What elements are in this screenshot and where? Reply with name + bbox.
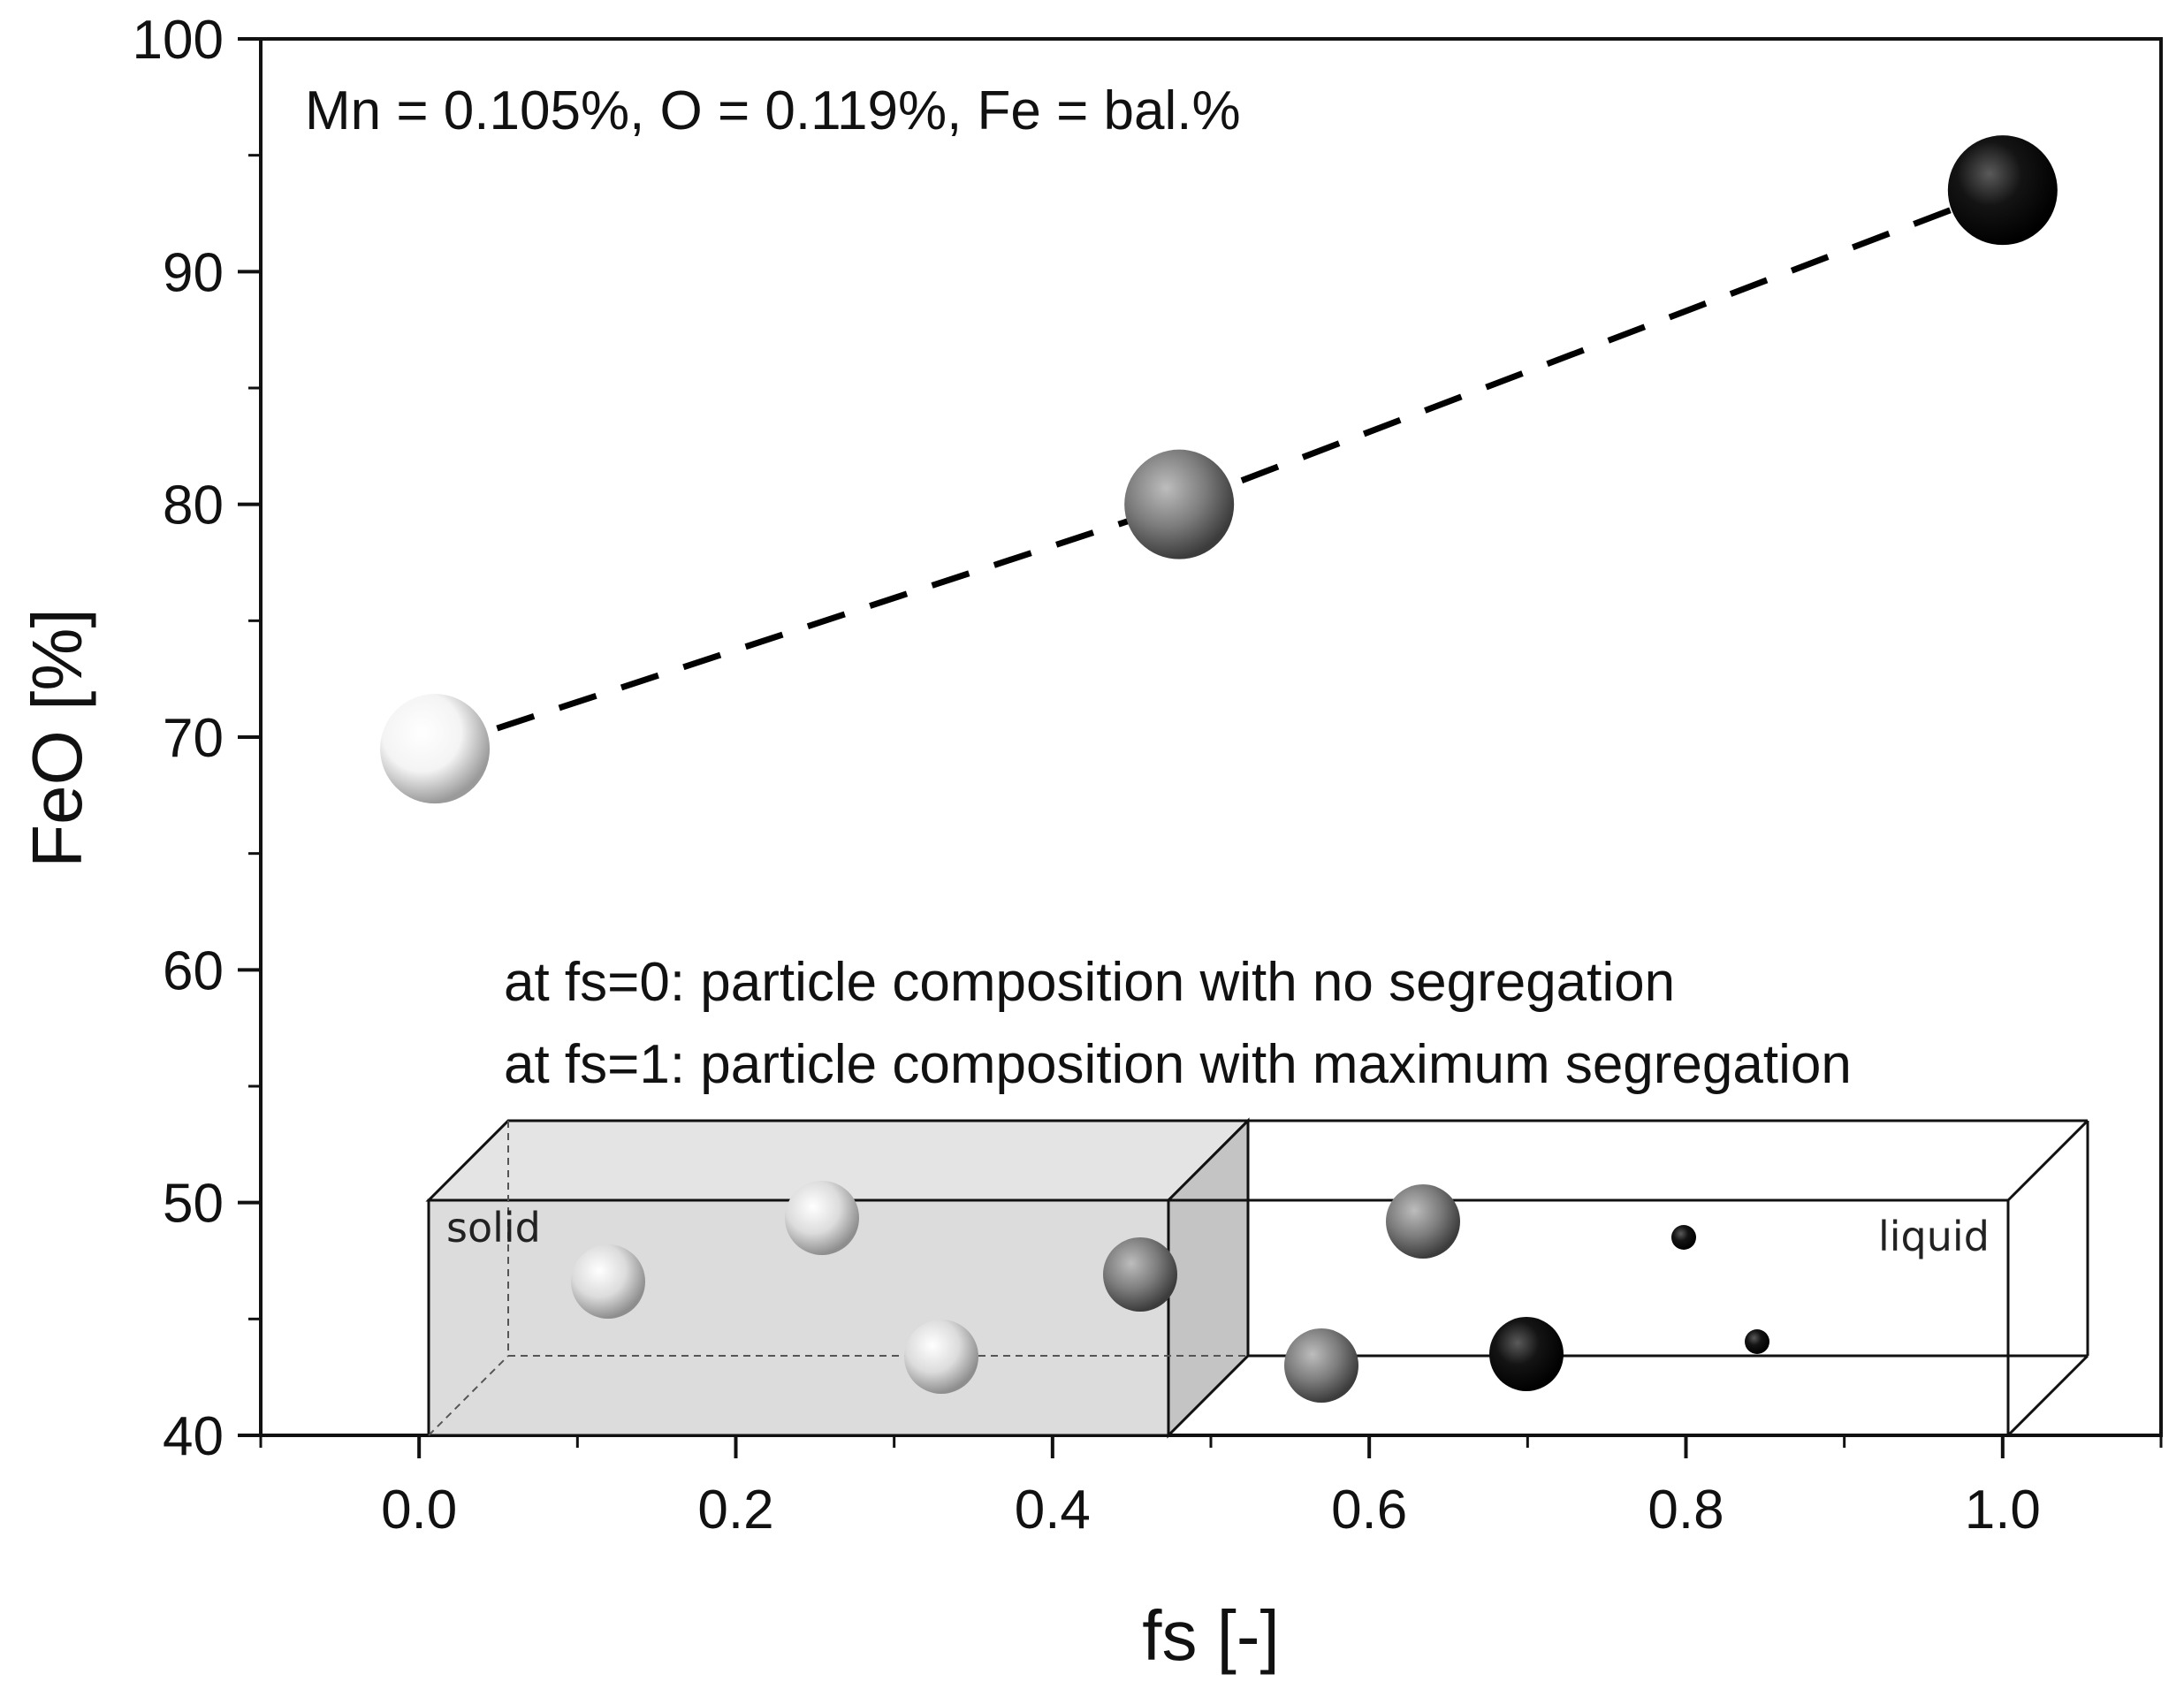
y-tick-label: 90 — [163, 242, 224, 303]
x-tick-label: 1.0 — [1965, 1480, 2041, 1541]
y-tick-label: 70 — [163, 708, 224, 769]
series-layer — [380, 135, 2058, 804]
liquid-edge — [2006, 1119, 2089, 1202]
inset-particle — [1386, 1184, 1460, 1259]
x-tick-label: 0.2 — [697, 1480, 773, 1541]
y-tick-label: 80 — [163, 476, 224, 536]
solid-label: solid — [446, 1204, 541, 1252]
inset-particle — [1671, 1225, 1696, 1250]
data-point — [1124, 449, 1235, 559]
x-tick-label: 0.8 — [1648, 1480, 1724, 1541]
x-tick-label: 0.6 — [1331, 1480, 1407, 1541]
inset-particle — [571, 1244, 645, 1319]
hidden-edge — [428, 1355, 509, 1436]
x-axis-title: fs [-] — [1142, 1596, 1280, 1675]
composition-annotation: Mn = 0.105%, O = 0.119%, Fe = bal.% — [305, 80, 1241, 141]
x-tick-label: 0.0 — [381, 1480, 457, 1541]
x-tick-label: 0.4 — [1015, 1480, 1091, 1541]
inset-particle — [904, 1320, 978, 1394]
y-axis-title: FeO [%] — [18, 608, 96, 867]
note-fs1: at fs=1: particle composition with maxim… — [504, 1034, 1852, 1095]
y-tick-label: 40 — [163, 1406, 224, 1467]
liquid-edge — [2006, 1354, 2089, 1437]
x-axis: 0.0 0.2 0.4 0.6 0.8 1.0 — [259, 1435, 2163, 1541]
y-tick-label: 100 — [133, 10, 224, 71]
inset-particle — [1489, 1317, 1564, 1391]
data-point — [1947, 135, 2058, 246]
inset-particle — [785, 1181, 859, 1255]
y-axis: 40 50 60 70 80 90 100 — [133, 10, 261, 1467]
inset-particle — [1745, 1329, 1769, 1354]
inset-particle — [1103, 1237, 1177, 1312]
inset-particle — [1284, 1328, 1358, 1403]
y-tick-label: 50 — [163, 1174, 224, 1235]
inset-schematic: solid liquid — [425, 1117, 2089, 1439]
y-tick-label: 60 — [163, 940, 224, 1001]
note-fs0: at fs=0: particle composition with no se… — [504, 952, 1675, 1013]
data-point — [380, 694, 491, 804]
liquid-label: liquid — [1878, 1213, 1990, 1260]
